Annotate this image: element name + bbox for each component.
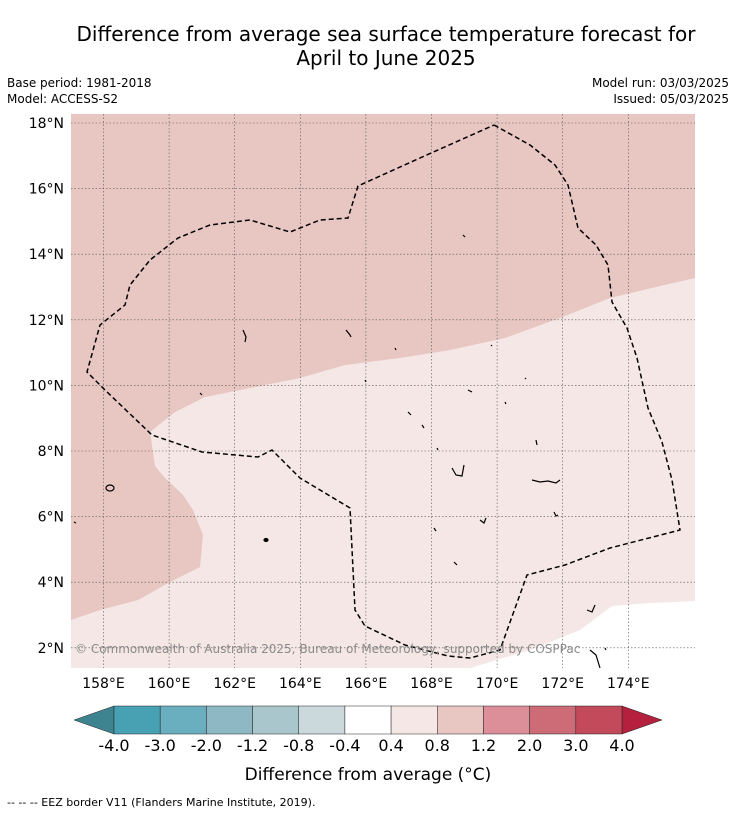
colorbar-bin-9: [529, 705, 577, 735]
lon-tick-174e: 174°E: [607, 676, 650, 692]
colorbar-over-arrow: [621, 705, 663, 735]
colorbar-label-8: 1.2: [471, 736, 496, 755]
lon-tick-160e: 160°E: [148, 676, 191, 692]
colorbar-label-0: -4.0: [98, 736, 129, 755]
colorbar-bin-3: [252, 705, 299, 735]
colorbar-label-11: 4.0: [609, 736, 634, 755]
colorbar-label-6: 0.4: [378, 736, 403, 755]
base-period: Base period: 1981-2018: [7, 76, 152, 90]
copyright-notice: © Commonwealth of Australia 2025, Bureau…: [75, 642, 580, 656]
meta-right: Model run: 03/03/2025 Issued: 05/03/2025: [592, 75, 729, 107]
lat-tick-4n: 4°N: [38, 575, 64, 591]
lon-tick-170e: 170°E: [476, 676, 519, 692]
colorbar-under-arrow: [73, 705, 115, 735]
map-plot-area: © Commonwealth of Australia 2025, Bureau…: [71, 114, 695, 668]
islands: [73, 234, 607, 668]
latitude-axis: 18°N 16°N 14°N 12°N 10°N 8°N 6°N 4°N 2°N: [29, 116, 64, 657]
colorbar-label-1: -3.0: [145, 736, 176, 755]
colorbar-bin-8: [483, 705, 530, 735]
lon-tick-166e: 166°E: [345, 676, 388, 692]
colorbar-bin-4: [298, 705, 346, 735]
colorbar-bin-1: [159, 705, 207, 735]
meta-left: Base period: 1981-2018 Model: ACCESS-S2: [7, 75, 152, 107]
colorbar-label-5: -0.4: [329, 736, 360, 755]
lon-tick-162e: 162°E: [213, 676, 256, 692]
colorbar-bins: [113, 705, 623, 735]
colorbar-bin-7: [437, 705, 484, 735]
colorbar-label-4: -0.8: [283, 736, 314, 755]
colorbar-labels: -4.0 -3.0 -2.0 -1.2 -0.8 -0.4 0.4 0.8 1.2 2.0 3.0 4…: [98, 736, 634, 755]
anomaly-region-far-southeast: [470, 601, 695, 668]
colorbar-label-7: 0.8: [425, 736, 450, 755]
colorbar-label-3: -1.2: [237, 736, 268, 755]
lat-tick-6n: 6°N: [38, 510, 64, 526]
eez-footnote: -- -- -- EEZ border V11 (Flanders Marine…: [7, 796, 316, 809]
colorbar-bin-10: [575, 705, 623, 735]
colorbar-bin-6: [390, 705, 438, 735]
gridlines: [71, 114, 695, 668]
colorbar: -4.0 -3.0 -2.0 -1.2 -0.8 -0.4 0.4 0.8 1.2 2.0 3.0 4…: [73, 705, 663, 785]
title-line-1: Difference from average sea surface temp…: [76, 22, 696, 46]
model-run: Model run: 03/03/2025: [591, 76, 729, 90]
lat-tick-10n: 10°N: [29, 378, 64, 394]
colorbar-label-9: 2.0: [517, 736, 542, 755]
colorbar-bin-0: [113, 705, 161, 735]
lat-tick-12n: 12°N: [29, 313, 64, 329]
lat-tick-2n: 2°N: [38, 641, 64, 657]
anomaly-region-southeast: [71, 278, 695, 668]
colorbar-label-2: -2.0: [191, 736, 222, 755]
chart-title: Difference from average sea surface temp…: [40, 22, 732, 70]
lon-tick-158e: 158°E: [82, 676, 125, 692]
colorbar-bin-2: [206, 705, 253, 735]
eez-border: [86, 124, 681, 659]
model-name: Model: ACCESS-S2: [7, 92, 119, 106]
title-line-2: April to June 2025: [296, 46, 476, 70]
issued-date: Issued: 05/03/2025: [613, 92, 729, 106]
colorbar-bin-5: [344, 705, 392, 735]
lat-tick-18n: 18°N: [29, 116, 64, 132]
lon-tick-164e: 164°E: [279, 676, 322, 692]
lat-tick-14n: 14°N: [29, 247, 64, 263]
lon-tick-168e: 168°E: [410, 676, 453, 692]
lat-tick-16n: 16°N: [29, 182, 64, 198]
longitude-axis: 158°E 160°E 162°E 164°E 166°E 168°E 170°…: [82, 676, 649, 692]
colorbar-title: Difference from average (°C): [245, 765, 492, 785]
lon-tick-172e: 172°E: [541, 676, 584, 692]
lat-tick-8n: 8°N: [38, 444, 64, 460]
colorbar-label-10: 3.0: [563, 736, 588, 755]
